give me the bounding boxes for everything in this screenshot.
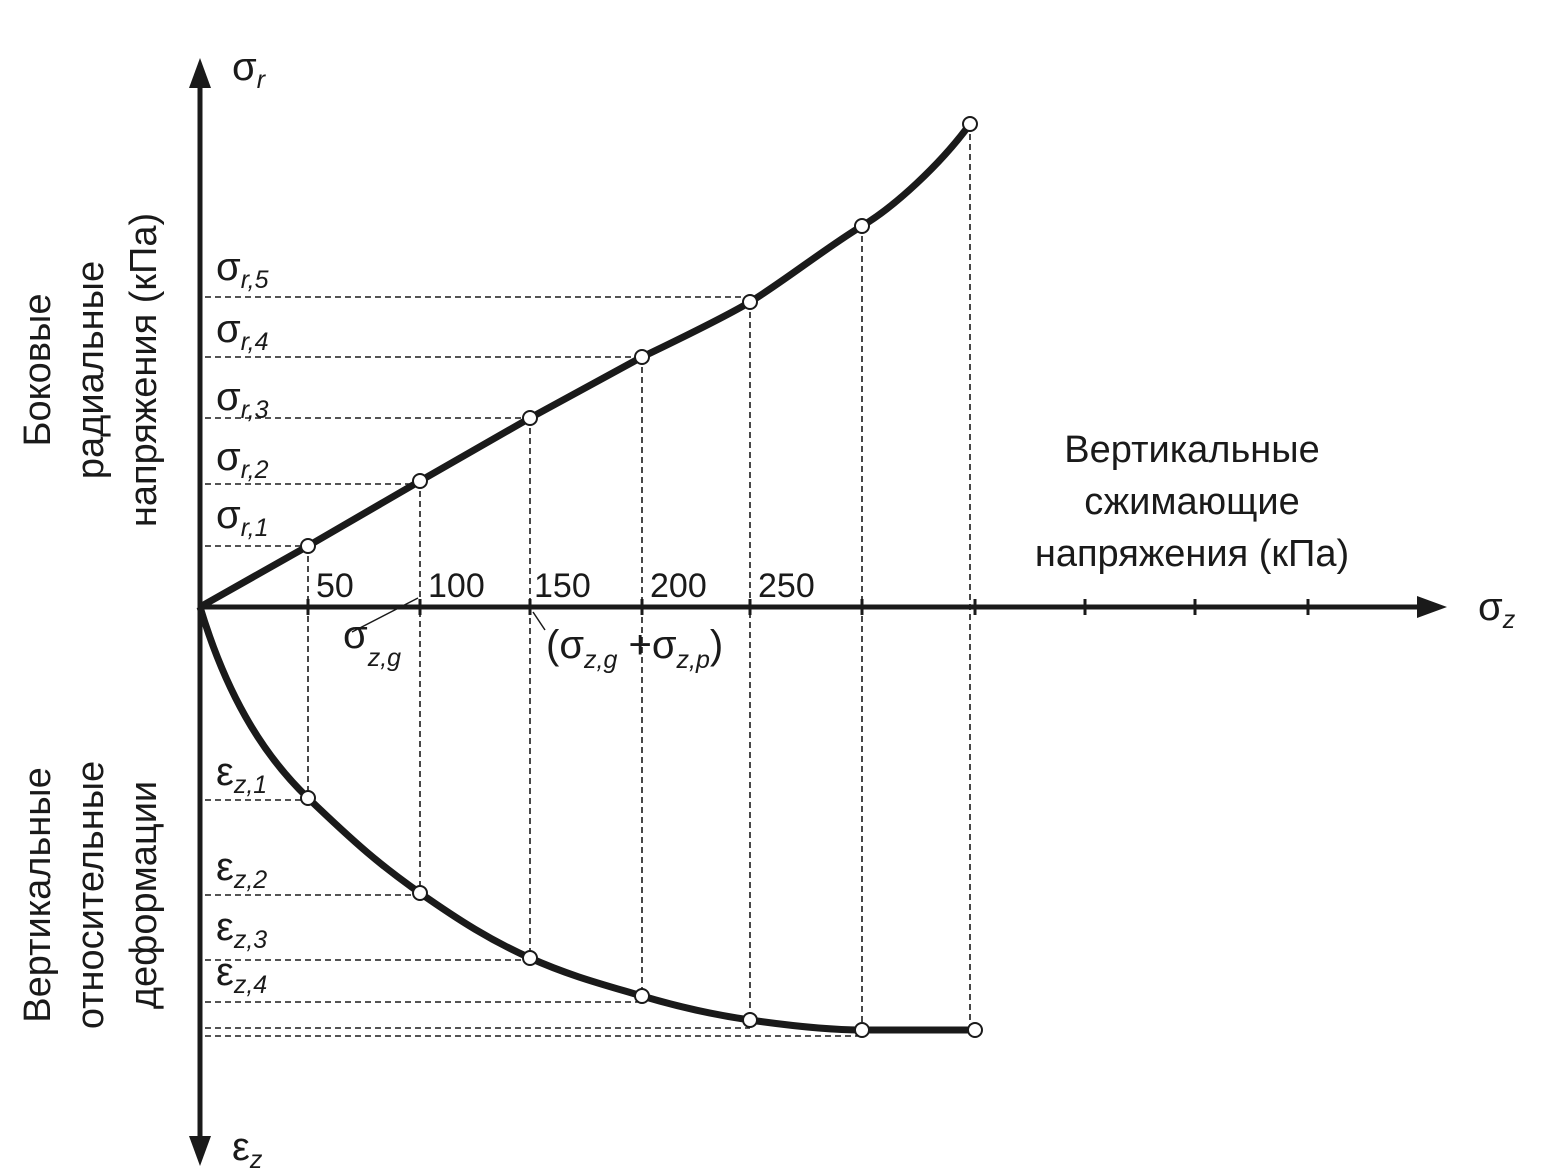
tick-labels: 50 100 150 200 250 [316,567,815,605]
point-label: σr,2 [216,435,269,484]
y-bottom-label: εz [232,1125,263,1174]
y-top-label: σr [232,45,267,94]
symbol: ε [216,950,234,994]
title-line: Вертикальные [1064,429,1319,471]
point-label: σr,3 [216,375,269,424]
symbol: σ [1478,585,1503,629]
top-left-title: Боковые радиальные напряжения (кПа) [17,213,165,527]
subscript: z,1 [233,771,267,799]
sum-annotation: (σz,g +σz,p) [546,623,723,674]
title-line: радиальные [70,261,112,479]
subscript: z,g [367,644,401,672]
symbol: σ [232,45,257,89]
symbol: σ [216,493,241,537]
symbol: ε [232,1125,250,1169]
subscript: z [249,1146,263,1174]
tick-label: 50 [316,567,354,605]
subscript: r,3 [241,396,269,424]
title-line: напряжения (кПа) [123,213,165,527]
subscript: z,g [583,646,617,674]
subscript: z,2 [233,866,267,894]
text: (σ [546,623,584,667]
tick-label: 200 [650,567,707,605]
x-label: σz [1478,585,1516,634]
symbol: σ [216,375,241,419]
title-line: деформации [123,781,165,1009]
subscript: r [257,66,267,94]
text: ) [710,623,723,667]
subscript: z,4 [233,971,267,999]
subscript: z,p [676,646,710,674]
title-line: напряжения (кПа) [1035,533,1349,575]
subscript: r,1 [241,514,269,542]
point-label: εz,4 [216,950,267,999]
axes [189,58,1447,1166]
text: +σ [617,623,676,667]
symbol: σ [216,435,241,479]
subscript: r,5 [241,266,269,294]
point-label: σr,4 [216,307,268,356]
point-label: σr,5 [216,245,269,294]
x-title: Вертикальные сжимающие напряжения (кПа) [1035,429,1349,575]
point-label: σr,1 [216,493,268,542]
subscript: z,3 [233,926,267,954]
points [300,116,983,1038]
tick-label: 100 [428,567,485,605]
guides [205,124,971,1037]
symbol: σ [216,307,241,351]
subscript: z [1502,606,1516,634]
tick-label: 150 [534,567,591,605]
symbol: σ [216,245,241,289]
title-line: сжимающие [1084,481,1299,523]
point-label: εz,2 [216,845,267,894]
symbol: ε [216,845,234,889]
symbol: σ [343,613,368,657]
tick-label: 250 [758,567,815,605]
subscript: r,4 [241,328,269,356]
subscript: r,2 [241,456,269,484]
point-label: εz,3 [216,905,267,954]
title-line: относительные [70,761,112,1029]
title-line: Вертикальные [17,767,59,1022]
title-line: Боковые [17,294,59,447]
leader-lines [351,597,546,633]
sigma-zg: σz,g [343,613,401,672]
point-labels: σr,1σr,2σr,3σr,4σr,5εz,1εz,2εz,3εz,4 [216,245,269,999]
symbol: ε [216,750,234,794]
symbol: ε [216,905,234,949]
upper-curve [198,121,973,611]
point-label: εz,1 [216,750,267,799]
bottom-left-title: Вертикальные относительные деформации [17,761,165,1029]
